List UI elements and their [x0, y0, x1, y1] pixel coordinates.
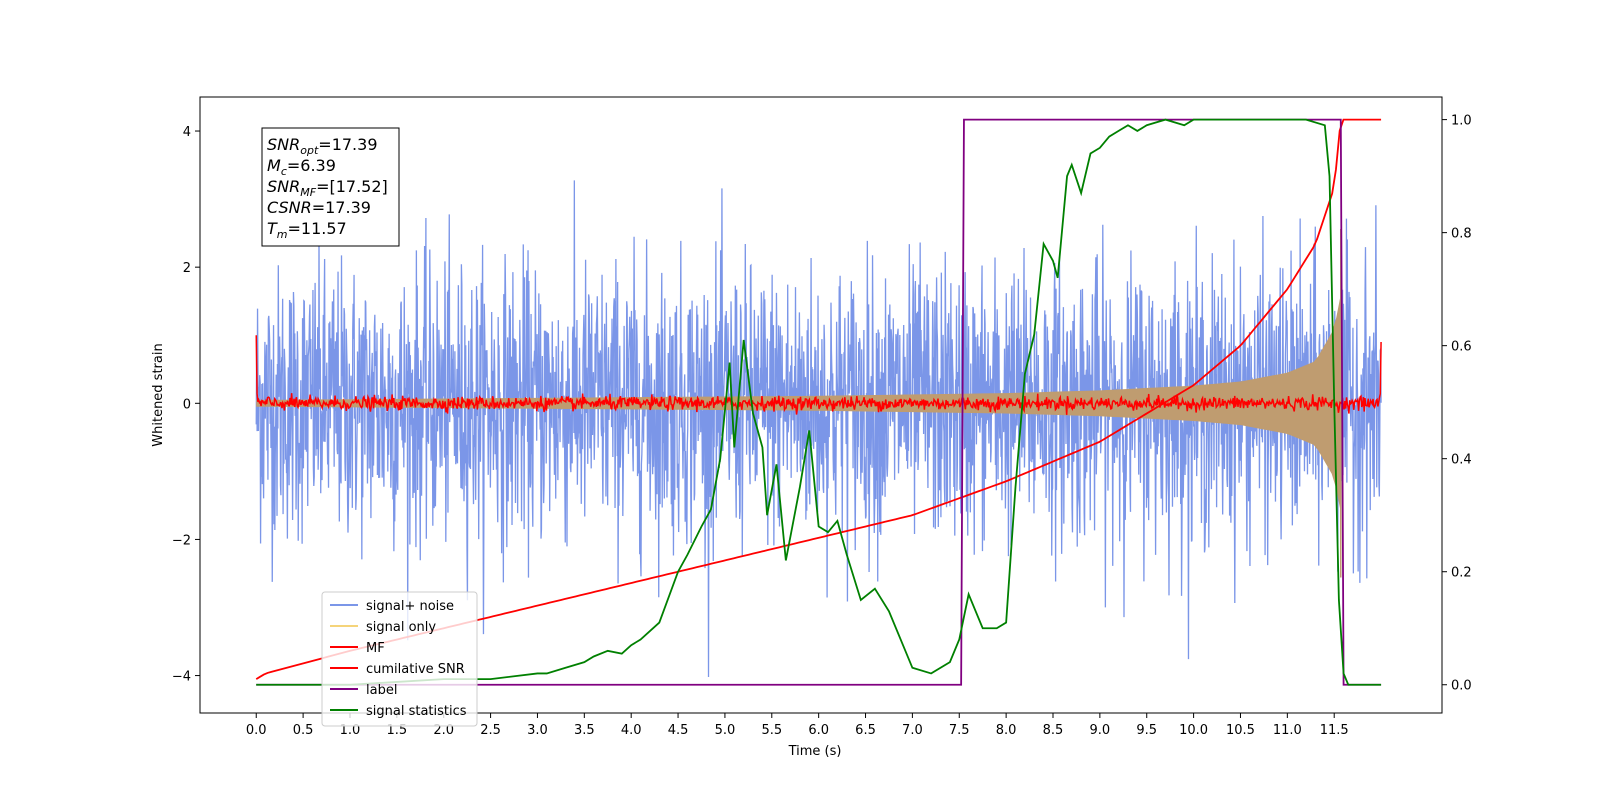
x-tick-label: 0.5 [293, 723, 314, 738]
x-tick-label: 6.0 [808, 723, 829, 738]
x-tick-label: 3.0 [527, 723, 548, 738]
annotation-line: Mc=6.39 [267, 156, 336, 178]
annotation-line: SNRMF=[17.52] [267, 177, 388, 199]
y2-tick-label: 1.0 [1451, 114, 1472, 129]
stats-annotation-box: SNRopt=17.39Mc=6.39SNRMF=[17.52]CSNR=17.… [261, 127, 400, 247]
x-tick-label: 1.0 [340, 723, 361, 738]
x-tick-label: 1.5 [387, 723, 408, 738]
x-tick-label: 0.0 [246, 723, 267, 738]
y2-tick-label: 0.6 [1451, 340, 1472, 355]
x-tick-label: 6.5 [855, 723, 876, 738]
x-tick-label: 7.0 [902, 723, 923, 738]
x-tick-label: 3.5 [574, 723, 595, 738]
axes: 0.0 0.5 1.0 1.5 2.0 2.5 3.0 3.5 4.0 4.5 5.0 5.5 6.0 6… [172, 96, 1472, 738]
x-tick-label: 10.0 [1179, 723, 1208, 738]
annotation-line: CSNR=17.39 [267, 198, 371, 217]
legend: signal+ noise signal only MF cumilative SNR… [321, 591, 478, 727]
x-tick-label: 7.5 [949, 723, 970, 738]
x-tick-label: 2.0 [433, 723, 454, 738]
annotation-line: SNRopt=17.39 [267, 135, 378, 157]
x-tick-label: 9.5 [1136, 723, 1157, 738]
y2-tick-label: 0.0 [1451, 679, 1472, 694]
y-axis-label: Whitened strain [151, 343, 166, 446]
y2-tick-label: 0.8 [1451, 227, 1472, 242]
plot-area [255, 118, 1382, 686]
x-tick-label: 8.0 [996, 723, 1017, 738]
plot-frame [199, 96, 1443, 714]
x-tick-label: 11.0 [1273, 723, 1302, 738]
y2-tick-label: 0.4 [1451, 453, 1472, 468]
x-tick-label: 11.5 [1320, 723, 1349, 738]
annotation-line: Tm=11.57 [267, 219, 347, 241]
legend-label: signal+ noise [366, 599, 454, 614]
x-tick-label: 9.0 [1090, 723, 1111, 738]
x-tick-label: 10.5 [1226, 723, 1255, 738]
legend-label: signal statistics [366, 704, 467, 719]
legend-label: MF [366, 641, 385, 656]
y2-tick-label: 0.2 [1451, 566, 1472, 581]
x-tick-label: 5.0 [715, 723, 736, 738]
x-tick-label: 8.5 [1043, 723, 1064, 738]
y-tick-label: 4 [183, 125, 191, 140]
legend-frame [321, 591, 478, 727]
legend-label: signal only [366, 620, 436, 635]
x-tick-label: 2.5 [480, 723, 501, 738]
y-tick-label: −4 [172, 670, 191, 685]
x-tick-label: 4.5 [668, 723, 689, 738]
y-tick-label: 0 [183, 397, 191, 412]
y-tick-label: 2 [183, 261, 191, 276]
legend-label: cumilative SNR [366, 662, 465, 677]
series-signal-statistics-line [256, 118, 1382, 686]
x-tick-label: 4.0 [621, 723, 642, 738]
y-tick-label: −2 [172, 533, 191, 548]
x-tick-label: 5.5 [761, 723, 782, 738]
legend-label: label [366, 683, 397, 698]
series-mf-line [255, 335, 1382, 415]
x-axis-label: Time (s) [788, 744, 842, 759]
annotation-frame [261, 127, 400, 247]
